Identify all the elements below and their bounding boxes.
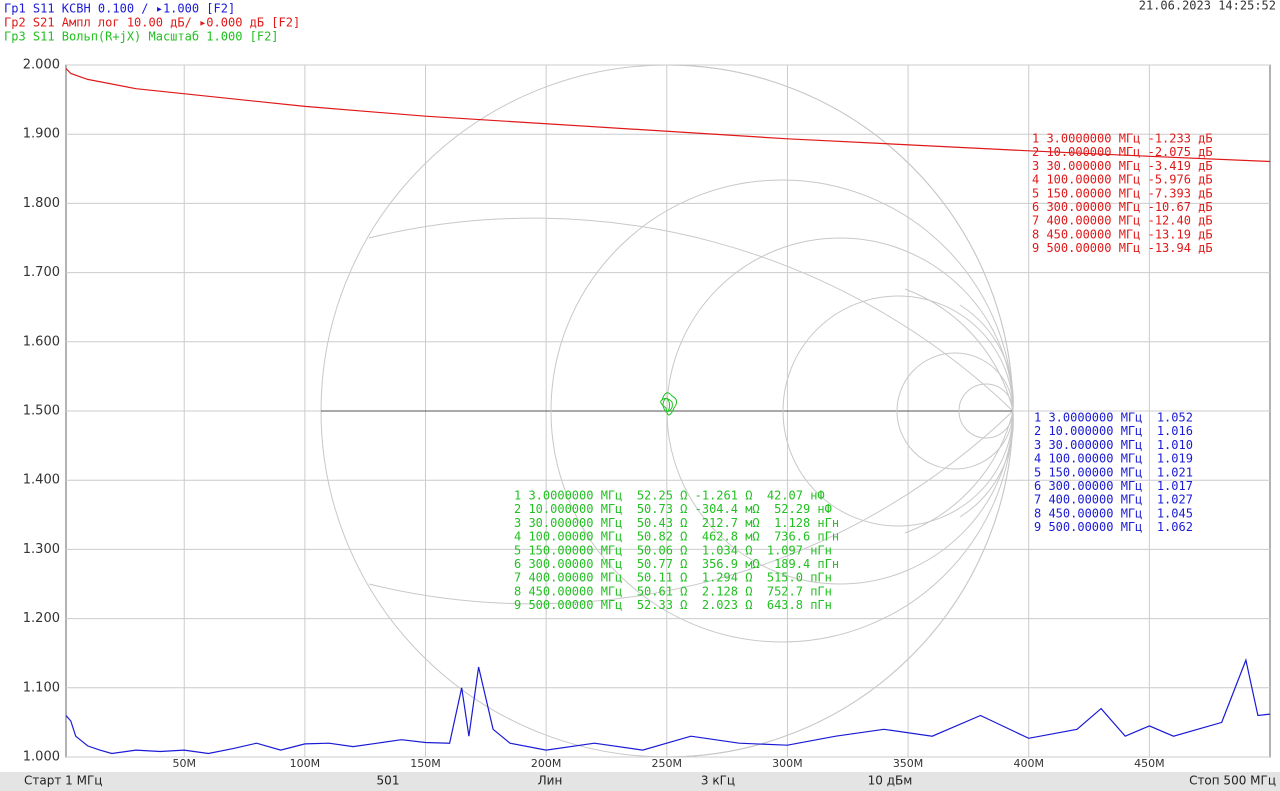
marker-row: 8 450.00000 МГц 50.61 Ω 2.128 Ω 752.7 пГ… bbox=[514, 584, 832, 598]
y-tick-label: 2.000 bbox=[23, 58, 60, 73]
trace-header: Гр3 S11 Вольп(R+jX) Масштаб 1.000 [F2] bbox=[4, 30, 279, 44]
y-tick-label: 1.900 bbox=[23, 127, 60, 142]
marker-row: 7 400.00000 МГц 50.11 Ω 1.294 Ω 515.0 пГ… bbox=[514, 571, 832, 585]
marker-row: 2 10.000000 МГц -2.075 дБ bbox=[1032, 145, 1213, 159]
marker-row: 3 30.000000 МГц 1.010 bbox=[1034, 438, 1193, 452]
status-item: 501 bbox=[377, 774, 400, 788]
marker-row: 6 300.00000 МГц -10.67 дБ bbox=[1032, 200, 1213, 214]
marker-row: 1 3.0000000 МГц 1.052 bbox=[1034, 411, 1193, 425]
marker-row: 7 400.00000 МГц -12.40 дБ bbox=[1032, 214, 1213, 228]
y-tick-label: 1.000 bbox=[23, 750, 60, 765]
status-item: Стоп 500 МГц bbox=[1189, 774, 1276, 788]
x-tick-label: 150М bbox=[410, 757, 441, 770]
marker-row: 9 500.00000 МГц -13.94 дБ bbox=[1032, 241, 1213, 255]
marker-row: 9 500.00000 МГц 1.062 bbox=[1034, 520, 1193, 534]
status-bar bbox=[0, 772, 1280, 791]
y-tick-label: 1.500 bbox=[23, 404, 60, 419]
marker-row: 5 150.00000 МГц -7.393 дБ bbox=[1032, 186, 1213, 200]
marker-row: 3 30.000000 МГц -3.419 дБ bbox=[1032, 159, 1213, 173]
x-tick-label: 300М bbox=[772, 757, 803, 770]
y-tick-label: 1.400 bbox=[23, 473, 60, 488]
marker-row: 8 450.00000 МГц -13.19 дБ bbox=[1032, 227, 1213, 241]
marker-row: 4 100.00000 МГц 50.82 Ω 462.8 мΩ 736.6 п… bbox=[514, 530, 839, 544]
trace-header: Гр2 S21 Ампл лог 10.00 дБ/ ▸0.000 дБ [F2… bbox=[4, 16, 300, 30]
smith-chart bbox=[320, 64, 1014, 758]
status-item: 3 кГц bbox=[701, 774, 735, 788]
marker-row: 8 450.00000 МГц 1.045 bbox=[1034, 506, 1193, 520]
marker-row: 5 150.00000 МГц 50.06 Ω 1.034 Ω 1.097 нГ… bbox=[514, 543, 832, 557]
marker-row: 1 3.0000000 МГц 52.25 Ω -1.261 Ω 42.07 н… bbox=[514, 489, 825, 503]
smith-x-arcs bbox=[368, 64, 1014, 758]
status-item: Лин bbox=[538, 774, 563, 788]
x-tick-label: 450М bbox=[1134, 757, 1165, 770]
y-tick-label: 1.100 bbox=[23, 680, 60, 695]
marker-row: 3 30.000000 МГц 50.43 Ω 212.7 мΩ 1.128 н… bbox=[514, 516, 839, 530]
x-tick-label: 200М bbox=[531, 757, 562, 770]
trace bbox=[65, 658, 1271, 755]
x-tick-label: 100М bbox=[290, 757, 321, 770]
marker-row: 2 10.000000 МГц 50.73 Ω -304.4 мΩ 52.29 … bbox=[514, 502, 832, 516]
marker-row: 4 100.00000 МГц -5.976 дБ bbox=[1032, 173, 1213, 187]
trace-header: Гр1 S11 КСВН 0.100 / ▸1.000 [F2] bbox=[4, 2, 235, 16]
marker-row: 5 150.00000 МГц 1.021 bbox=[1034, 465, 1193, 479]
marker-row: 6 300.00000 МГц 50.77 Ω 356.9 мΩ 189.4 п… bbox=[514, 557, 839, 571]
status-item: Старт 1 МГц bbox=[24, 774, 102, 788]
marker-row: 6 300.00000 МГц 1.017 bbox=[1034, 479, 1193, 493]
x-tick-label: 400М bbox=[1013, 757, 1044, 770]
y-tick-label: 1.200 bbox=[23, 611, 60, 626]
marker-row: 7 400.00000 МГц 1.027 bbox=[1034, 493, 1193, 507]
x-tick-label: 350М bbox=[893, 757, 924, 770]
y-tick-label: 1.700 bbox=[23, 265, 60, 280]
status-item: 10 дБм bbox=[868, 774, 913, 788]
trace bbox=[65, 68, 1271, 163]
smith-trace bbox=[660, 392, 678, 416]
marker-row: 1 3.0000000 МГц -1.233 дБ bbox=[1032, 132, 1213, 146]
timestamp: 21.06.2023 14:25:52 bbox=[1139, 0, 1276, 13]
y-tick-label: 1.800 bbox=[23, 196, 60, 211]
marker-row: 4 100.00000 МГц 1.019 bbox=[1034, 452, 1193, 466]
y-tick-label: 1.300 bbox=[23, 542, 60, 557]
x-tick-label: 50М bbox=[172, 757, 196, 770]
y-tick-label: 1.600 bbox=[23, 334, 60, 349]
x-tick-label: 250М bbox=[652, 757, 683, 770]
marker-row: 2 10.000000 МГц 1.016 bbox=[1034, 424, 1193, 438]
marker-row: 9 500.00000 МГц 52.33 Ω 2.023 Ω 643.8 пГ… bbox=[514, 598, 832, 612]
